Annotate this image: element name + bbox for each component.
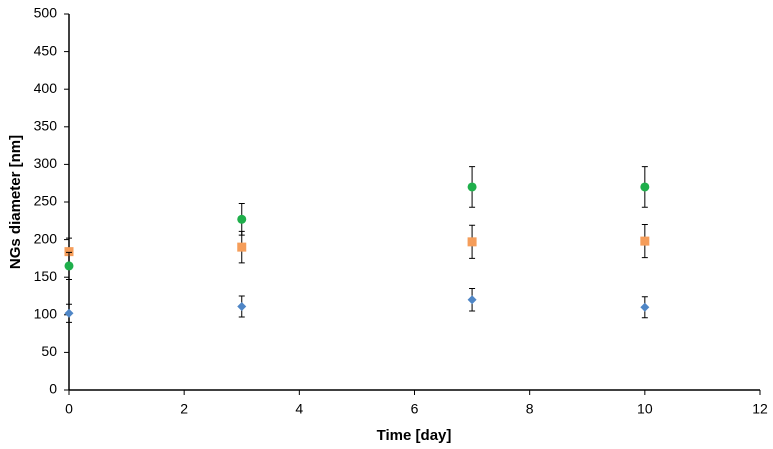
- x-axis-title: Time [day]: [377, 427, 452, 444]
- point: [467, 295, 477, 305]
- point: [64, 247, 74, 257]
- x-tick-label: 4: [295, 401, 303, 417]
- y-axis-title: NGs diameter [nm]: [7, 135, 24, 269]
- point: [640, 182, 650, 192]
- point: [640, 236, 650, 246]
- point: [237, 214, 247, 224]
- y-tick-label: 450: [34, 42, 58, 58]
- y-tick-label: 500: [34, 5, 58, 21]
- y-tick-label: 150: [34, 268, 58, 284]
- point: [64, 261, 74, 271]
- x-tick-label: 12: [752, 401, 768, 417]
- y-tick-label: 100: [34, 306, 58, 322]
- point: [640, 302, 650, 312]
- y-tick-label: 250: [34, 193, 58, 209]
- x-tick-label: 8: [526, 401, 534, 417]
- y-tick-label: 400: [34, 80, 58, 96]
- point: [467, 182, 477, 192]
- point: [237, 302, 247, 312]
- y-tick-label: 200: [34, 230, 58, 246]
- x-tick-label: 2: [180, 401, 188, 417]
- x-tick-label: 6: [411, 401, 419, 417]
- y-tick-label: 50: [41, 343, 57, 359]
- point: [467, 237, 477, 247]
- y-tick-label: 300: [34, 155, 58, 171]
- x-tick-label: 0: [65, 401, 73, 417]
- y-tick-label: 350: [34, 118, 58, 134]
- x-tick-label: 10: [637, 401, 653, 417]
- point: [237, 242, 247, 252]
- point: [64, 308, 74, 318]
- y-tick-label: 0: [49, 381, 57, 397]
